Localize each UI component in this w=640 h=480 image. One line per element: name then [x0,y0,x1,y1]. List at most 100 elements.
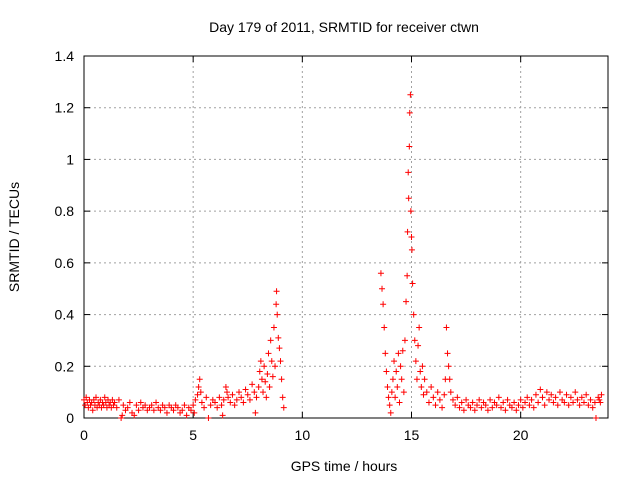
data-point [157,407,164,414]
data-point [441,391,448,398]
data-point [406,143,413,150]
data-point [524,394,531,401]
data-point [474,402,480,409]
data-point [436,396,443,403]
data-point [379,285,386,292]
data-point [417,368,424,375]
data-point [397,363,404,370]
data-point [419,363,426,370]
data-point [502,407,509,414]
data-point [258,376,265,383]
data-point [416,324,423,331]
data-point [578,394,585,401]
data-point [460,407,467,414]
data-point [407,208,414,215]
data-point [421,376,428,383]
data-point [220,396,227,403]
data-point [565,402,572,409]
data-point [471,407,478,414]
data-point [592,415,599,421]
data-point [240,399,247,406]
data-point [532,391,539,398]
data-point [267,337,274,344]
data-point [583,391,590,398]
data-point [517,396,524,403]
data-point [535,399,542,406]
data-point [224,389,231,396]
data-point [278,376,285,383]
data-point [246,396,253,403]
data-point [83,394,90,401]
data-point [430,394,437,401]
x-tick-label: 15 [404,427,420,443]
data-point [415,342,422,349]
data-point [227,399,234,406]
x-tick-label: 0 [80,427,88,443]
data-point [596,396,603,403]
data-point [454,394,461,401]
data-point [93,394,100,401]
data-point [589,404,596,411]
data-point [137,399,144,406]
data-point [183,412,190,419]
data-point [585,402,592,409]
data-point [380,301,387,308]
data-point [539,394,546,401]
data-point [179,407,186,414]
data-point [395,350,402,357]
data-point [274,311,281,318]
data-point [264,371,271,378]
data-point [231,402,238,409]
data-point [196,376,203,383]
data-point [552,394,559,401]
data-point [526,402,533,409]
data-point [403,298,410,305]
data-point [225,394,232,401]
data-point [591,399,598,406]
data-point [598,391,605,398]
data-point [275,334,282,341]
data-point [142,402,149,409]
data-point [513,407,520,414]
data-point [115,396,122,403]
data-point [478,404,485,411]
chart-title: Day 179 of 2011, SRMTID for receiver ctw… [209,19,479,35]
data-point [194,391,201,398]
data-point [263,394,270,401]
data-point [418,383,425,390]
data-point [249,381,256,388]
data-point [236,389,243,396]
data-point [495,394,502,401]
data-point [482,402,489,409]
data-point [377,270,384,277]
data-point [266,383,273,390]
data-point [273,288,280,295]
data-point [170,407,177,414]
data-point [229,391,236,398]
plot-frame [83,55,609,419]
data-point [570,399,577,406]
data-point [546,396,553,403]
data-point [277,358,284,365]
data-point [393,368,400,375]
data-point [216,394,223,401]
x-axis-label: GPS time / hours [291,458,398,474]
data-point [406,109,413,116]
data-point [467,404,474,411]
data-point [387,409,394,416]
data-point [262,378,269,385]
data-point [445,363,452,370]
data-point [580,399,587,406]
data-point [181,402,188,409]
data-point [407,91,414,98]
axis-ticks: 0 5 10 15 20 0 0.2 0.4 0.6 0.8 1 1.2 1.4 [55,48,608,443]
data-point [386,402,393,409]
data-point [563,391,570,398]
data-point [404,272,411,279]
data-point [198,399,205,406]
data-point [163,409,170,416]
data-point [251,389,258,396]
data-point [244,391,251,398]
data-point [135,407,142,414]
